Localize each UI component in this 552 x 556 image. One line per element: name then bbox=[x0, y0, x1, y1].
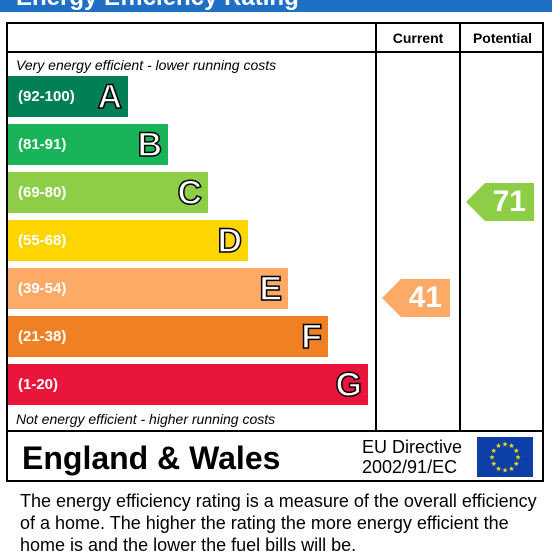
eu-star: ★ bbox=[513, 460, 519, 468]
eu-star: ★ bbox=[491, 447, 497, 455]
band-d: (55-68) D bbox=[8, 220, 248, 261]
band-letter: E bbox=[259, 269, 283, 308]
eu-star: ★ bbox=[513, 447, 519, 455]
band-b: (81-91) B bbox=[8, 124, 168, 165]
eu-star: ★ bbox=[495, 465, 501, 473]
band-a: (92-100) A bbox=[8, 76, 128, 117]
directive-line-1: EU Directive bbox=[362, 437, 463, 457]
band-letter: D bbox=[217, 221, 243, 260]
footer-box bbox=[6, 430, 544, 482]
band-letter: G bbox=[335, 365, 363, 404]
eu-flag-stars: ★★★★★★★★★ ★ ★★ bbox=[489, 441, 521, 475]
band-range-label: (21-38) bbox=[18, 328, 67, 345]
band-letter: F bbox=[300, 317, 322, 356]
eu-directive: EU Directive 2002/91/EC bbox=[362, 437, 462, 477]
band-range-label: (69-80) bbox=[18, 184, 67, 201]
band-letter: C bbox=[177, 173, 203, 212]
potential-column-divider bbox=[459, 22, 461, 432]
eu-star: ★ bbox=[491, 460, 497, 468]
eu-star: ★ bbox=[508, 465, 514, 473]
eu-star: ★ bbox=[502, 467, 508, 475]
eu-star: ★ bbox=[489, 454, 495, 462]
potential-column-header: Potential bbox=[472, 30, 533, 46]
rating-description: The energy efficiency rating is a measur… bbox=[20, 491, 537, 555]
current-column-divider bbox=[375, 22, 377, 432]
band-range-label: (55-68) bbox=[18, 232, 67, 249]
eu-star: ★ bbox=[508, 442, 514, 450]
header-divider bbox=[6, 51, 544, 53]
band-c: (69-80) C bbox=[8, 172, 208, 213]
band-f: (21-38) F bbox=[8, 316, 328, 357]
current-column-header: Current bbox=[392, 30, 444, 46]
bottom-note: Not energy efficient - higher running co… bbox=[16, 411, 276, 427]
band-range-label: (81-91) bbox=[18, 136, 67, 153]
directive-line-2: 2002/91/EC bbox=[362, 457, 458, 477]
band-range-label: (92-100) bbox=[18, 88, 75, 105]
band-range-label: (1-20) bbox=[18, 376, 59, 393]
band-range-label: (39-54) bbox=[18, 280, 67, 297]
eu-star: ★ bbox=[502, 441, 508, 449]
eu-flag-icon: ★ ★ ★ ★ ★ ★ ★ ★ ★ ★ ★ ★ bbox=[477, 437, 533, 477]
region-label: England & Wales bbox=[22, 440, 281, 476]
band-letter: A bbox=[97, 77, 123, 116]
top-note: Very energy efficient - lower running co… bbox=[16, 57, 277, 73]
band-g: (1-20) G bbox=[8, 364, 368, 405]
eu-star: ★ bbox=[515, 454, 521, 462]
eu-star: ★ bbox=[495, 442, 501, 450]
band-e: (39-54) E bbox=[8, 268, 288, 309]
band-letter: B bbox=[137, 125, 163, 164]
chart-title: Energy Efficiency Rating bbox=[0, 0, 552, 12]
